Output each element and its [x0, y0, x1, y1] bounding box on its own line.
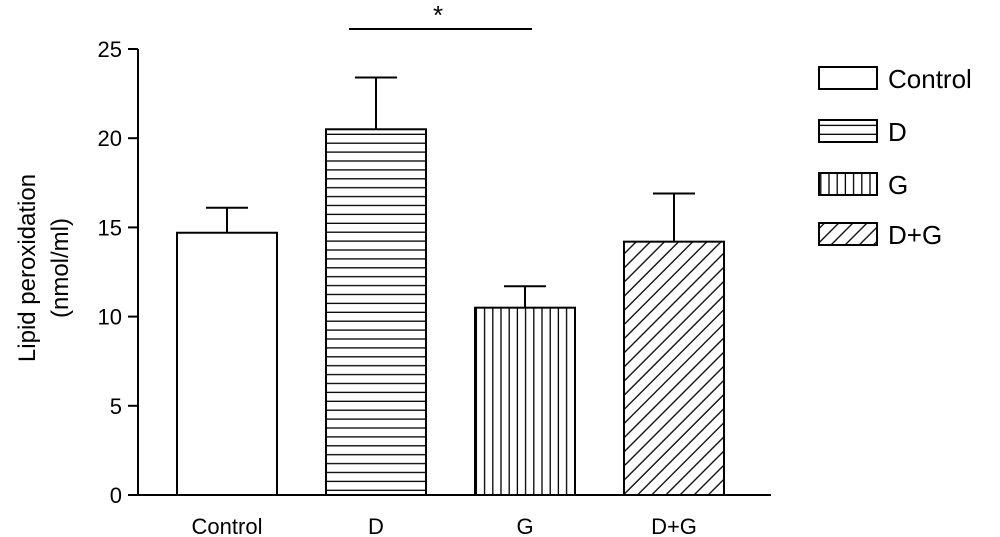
- y-tick-label-0: 0: [110, 483, 122, 508]
- legend-swatch-d-plus-g: [818, 222, 878, 246]
- y-tick-label-20: 20: [98, 126, 122, 151]
- bar-d-plus-g: [623, 240, 725, 496]
- bars-group: [176, 128, 725, 496]
- legend: Control DG D+G: [818, 64, 972, 250]
- legend-swatch-d: [818, 119, 878, 143]
- error-bars-group: [206, 76, 695, 308]
- y-axis-title-line1: Lipid peroxidation: [14, 174, 41, 362]
- legend-label-d-plus-g: D+G: [888, 220, 942, 250]
- y-tick-label-10: 10: [98, 305, 122, 330]
- x-tick-label-control: Control: [192, 514, 263, 537]
- y-axis-title: Lipid peroxidation (nmol/ml): [14, 174, 74, 362]
- y-tick-label-15: 15: [98, 215, 122, 240]
- x-axis-tick-labels: Control D G D+G: [192, 514, 697, 537]
- y-axis-ticks: 0 5 10 15 20 25: [98, 37, 138, 508]
- y-axis-title-line2: (nmol/ml): [47, 218, 74, 318]
- significance-star: *: [433, 0, 443, 30]
- legend-label-control: Control: [888, 64, 972, 94]
- significance-marker: *: [349, 0, 532, 30]
- legend-swatch-control: [818, 66, 878, 90]
- x-tick-label-g: G: [516, 514, 533, 537]
- x-tick-label-d: D: [368, 514, 384, 537]
- x-tick-label-d-plus-g: D+G: [651, 514, 697, 537]
- bar-control: [176, 231, 278, 496]
- legend-swatch-g: [818, 172, 878, 196]
- y-tick-label-5: 5: [110, 394, 122, 419]
- bar-g: [474, 306, 576, 496]
- bar-d: [325, 128, 427, 496]
- y-tick-label-25: 25: [98, 37, 122, 62]
- legend-label-d: D: [888, 117, 907, 147]
- legend-label-g: G: [888, 170, 908, 200]
